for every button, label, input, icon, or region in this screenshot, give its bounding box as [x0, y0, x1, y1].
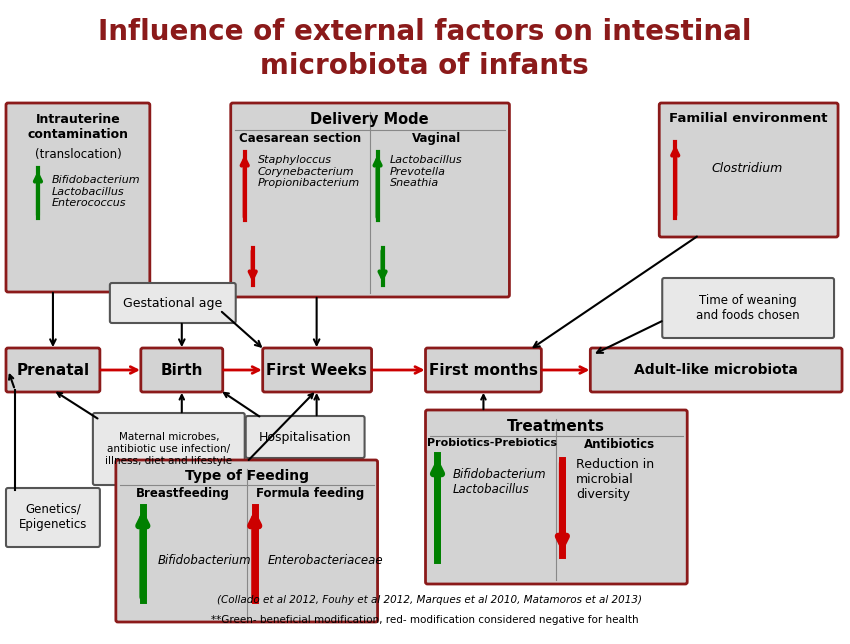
Text: Formula feeding: Formula feeding: [256, 487, 364, 500]
Text: Reduction in
microbial
diversity: Reduction in microbial diversity: [576, 458, 654, 501]
Text: Bifidobacterium
Lactobacillus: Bifidobacterium Lactobacillus: [452, 468, 546, 496]
Text: Clostridium: Clostridium: [711, 162, 783, 175]
Text: Time of weaning
and foods chosen: Time of weaning and foods chosen: [696, 294, 800, 322]
Text: First months: First months: [429, 363, 538, 377]
Text: (Collado et al 2012, Fouhy et al 2012, Marques et al 2010, Matamoros et al 2013): (Collado et al 2012, Fouhy et al 2012, M…: [217, 595, 642, 605]
Text: Antibiotics: Antibiotics: [584, 438, 654, 451]
FancyBboxPatch shape: [426, 348, 541, 392]
Text: Delivery Mode: Delivery Mode: [310, 112, 429, 127]
Text: Bifidobacterium
Lactobacillus
Enterococcus: Bifidobacterium Lactobacillus Enterococc…: [52, 175, 140, 208]
FancyBboxPatch shape: [110, 283, 235, 323]
Text: Gestational age: Gestational age: [123, 296, 223, 310]
FancyBboxPatch shape: [590, 348, 842, 392]
Text: Breastfeeding: Breastfeeding: [136, 487, 230, 500]
Text: microbiota of infants: microbiota of infants: [260, 52, 589, 80]
FancyBboxPatch shape: [6, 103, 150, 292]
FancyBboxPatch shape: [141, 348, 223, 392]
Text: Lactobacillus
Prevotella
Sneathia: Lactobacillus Prevotella Sneathia: [389, 155, 462, 188]
FancyBboxPatch shape: [246, 416, 365, 458]
FancyBboxPatch shape: [6, 488, 100, 547]
FancyBboxPatch shape: [263, 348, 371, 392]
Text: Caesarean section: Caesarean section: [239, 132, 360, 145]
Text: Vaginal: Vaginal: [412, 132, 461, 145]
FancyBboxPatch shape: [116, 460, 377, 622]
Text: Influence of external factors on intestinal: Influence of external factors on intesti…: [98, 18, 751, 46]
Text: Bifidobacterium: Bifidobacterium: [158, 553, 252, 567]
Text: Adult-like microbiota: Adult-like microbiota: [634, 363, 798, 377]
Text: Enterobacteriaceae: Enterobacteriaceae: [268, 553, 383, 567]
Text: Hospitalisation: Hospitalisation: [258, 430, 351, 444]
FancyBboxPatch shape: [660, 103, 838, 237]
FancyBboxPatch shape: [230, 103, 509, 297]
Text: Genetics/
Epigenetics: Genetics/ Epigenetics: [19, 503, 88, 531]
Text: Probiotics-Prebiotics: Probiotics-Prebiotics: [428, 438, 558, 448]
FancyBboxPatch shape: [662, 278, 834, 338]
Text: (translocation): (translocation): [35, 148, 122, 161]
Text: Intrauterine
contamination: Intrauterine contamination: [27, 113, 128, 141]
FancyBboxPatch shape: [426, 410, 687, 584]
Text: Type of Feeding: Type of Feeding: [184, 469, 309, 483]
Text: Staphyloccus
Corynebacterium
Propionibacterium: Staphyloccus Corynebacterium Propionibac…: [258, 155, 360, 188]
FancyBboxPatch shape: [6, 348, 100, 392]
Text: **Green- beneficial modification, red- modification considered negative for heal: **Green- beneficial modification, red- m…: [211, 615, 638, 625]
Text: Birth: Birth: [161, 363, 203, 377]
Text: Prenatal: Prenatal: [16, 363, 89, 377]
Text: Treatments: Treatments: [507, 419, 605, 434]
FancyBboxPatch shape: [93, 413, 245, 485]
Text: First Weeks: First Weeks: [266, 363, 367, 377]
Text: Familial environment: Familial environment: [669, 112, 827, 125]
Text: Maternal microbes,
antibiotic use infection/
illness, diet and lifestyle: Maternal microbes, antibiotic use infect…: [105, 432, 232, 466]
